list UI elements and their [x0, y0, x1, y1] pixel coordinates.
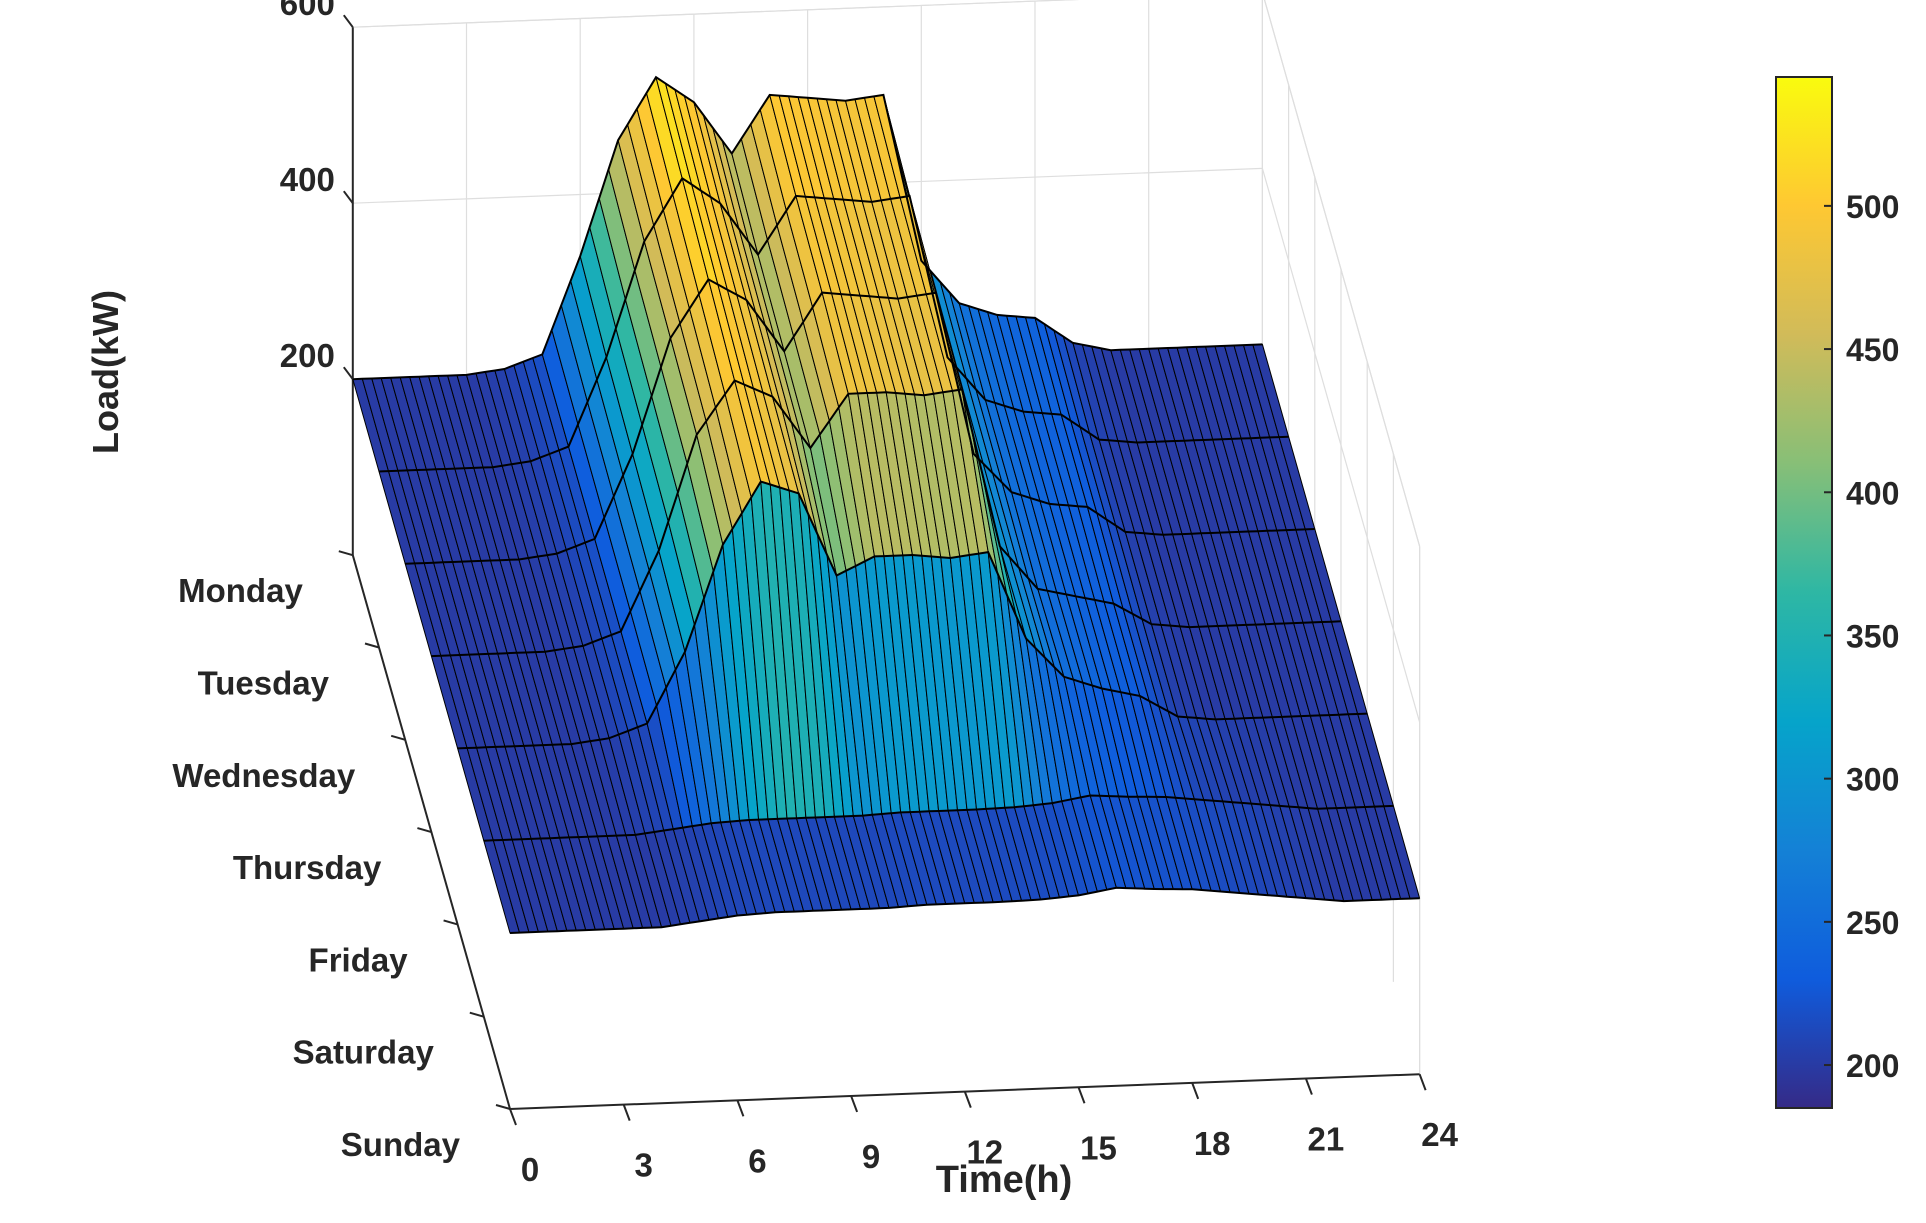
day-tick-label: Monday	[178, 572, 303, 609]
day-tick-label: Saturday	[293, 1034, 435, 1071]
z-tick-mark	[342, 14, 354, 28]
time-tick-mark	[736, 1099, 745, 1117]
colorbar-ticks: 200 250 300 350 400 450 500	[1824, 189, 1899, 1084]
z-tick-labels: 200 400 600	[280, 0, 354, 380]
z-tick-mark	[342, 190, 354, 204]
colorbar-tick-label: 300	[1846, 762, 1899, 798]
colorbar-tick-label: 350	[1846, 618, 1899, 654]
z-tick-label: 400	[280, 161, 335, 198]
box-top-edge	[352, 0, 1421, 547]
time-tick-mark	[509, 1108, 517, 1126]
time-tick-label: 12	[966, 1134, 1003, 1171]
time-tick-label: 18	[1194, 1125, 1231, 1162]
colorbar-frame	[1775, 76, 1833, 1109]
time-tick-label: 24	[1421, 1116, 1458, 1153]
day-tick-label: Friday	[309, 941, 409, 978]
day-tick-label: Wednesday	[172, 757, 355, 794]
z-tick-label: 200	[280, 337, 335, 374]
time-tick-mark	[622, 1104, 631, 1122]
row-lines	[352, 75, 1420, 934]
time-tick-mark	[1077, 1086, 1086, 1104]
day-tick-mark	[338, 550, 354, 557]
time-tick-mark	[1304, 1078, 1313, 1095]
colorbar-gradient	[1776, 77, 1832, 1108]
time-tick-mark	[1191, 1082, 1200, 1100]
z-tick-label: 600	[280, 0, 335, 22]
day-tick-mark	[495, 1104, 511, 1110]
colorbar-tick-label: 250	[1846, 905, 1899, 941]
series-line-tuesday	[378, 176, 1289, 473]
series-line-monday	[352, 75, 1263, 381]
colorbar: 200 250 300 350 400 450 500	[1775, 76, 1899, 1109]
gridline-side-horizontal	[1261, 168, 1421, 723]
series-line-saturday	[483, 794, 1394, 842]
colorbar-tick-label: 200	[1846, 1048, 1899, 1084]
colorbar-tick-label: 500	[1846, 189, 1899, 225]
day-tick-label: Thursday	[233, 849, 382, 886]
time-tick-label: 6	[748, 1142, 766, 1179]
time-tick-label: 21	[1308, 1121, 1345, 1158]
time-tick-label: 9	[862, 1138, 880, 1175]
series-line-sunday	[509, 886, 1420, 934]
day-tick-mark	[364, 642, 380, 649]
series-line-thursday	[431, 379, 1342, 658]
day-tick-labels: Monday Tuesday Wednesday Thursday Friday Satu…	[172, 550, 511, 1163]
day-tick-label: Sunday	[341, 1126, 461, 1163]
day-tick-mark	[390, 734, 406, 741]
colorbar-tick-label: 400	[1846, 475, 1899, 511]
day-tick-mark	[417, 827, 432, 834]
day-tick-label: Tuesday	[198, 665, 330, 702]
z-tick-mark	[342, 366, 354, 380]
day-tick-mark	[469, 1011, 485, 1018]
time-tick-mark	[1418, 1073, 1427, 1091]
time-tick-label: 15	[1080, 1129, 1117, 1166]
z-axis-label: Load(kW)	[85, 290, 126, 454]
time-tick-labels: 0 3 6 9 12 15 18 21 24	[509, 1073, 1459, 1188]
series-line-friday	[457, 480, 1368, 750]
time-tick-mark	[963, 1091, 972, 1108]
day-tick-mark	[443, 919, 458, 926]
time-tick-mark	[850, 1095, 859, 1113]
time-tick-label: 0	[521, 1151, 539, 1188]
time-tick-label: 3	[635, 1147, 653, 1184]
colorbar-tick-label: 450	[1846, 332, 1899, 368]
series-line-wednesday	[405, 278, 1315, 565]
x-axis-label: Time(h)	[936, 1159, 1073, 1201]
